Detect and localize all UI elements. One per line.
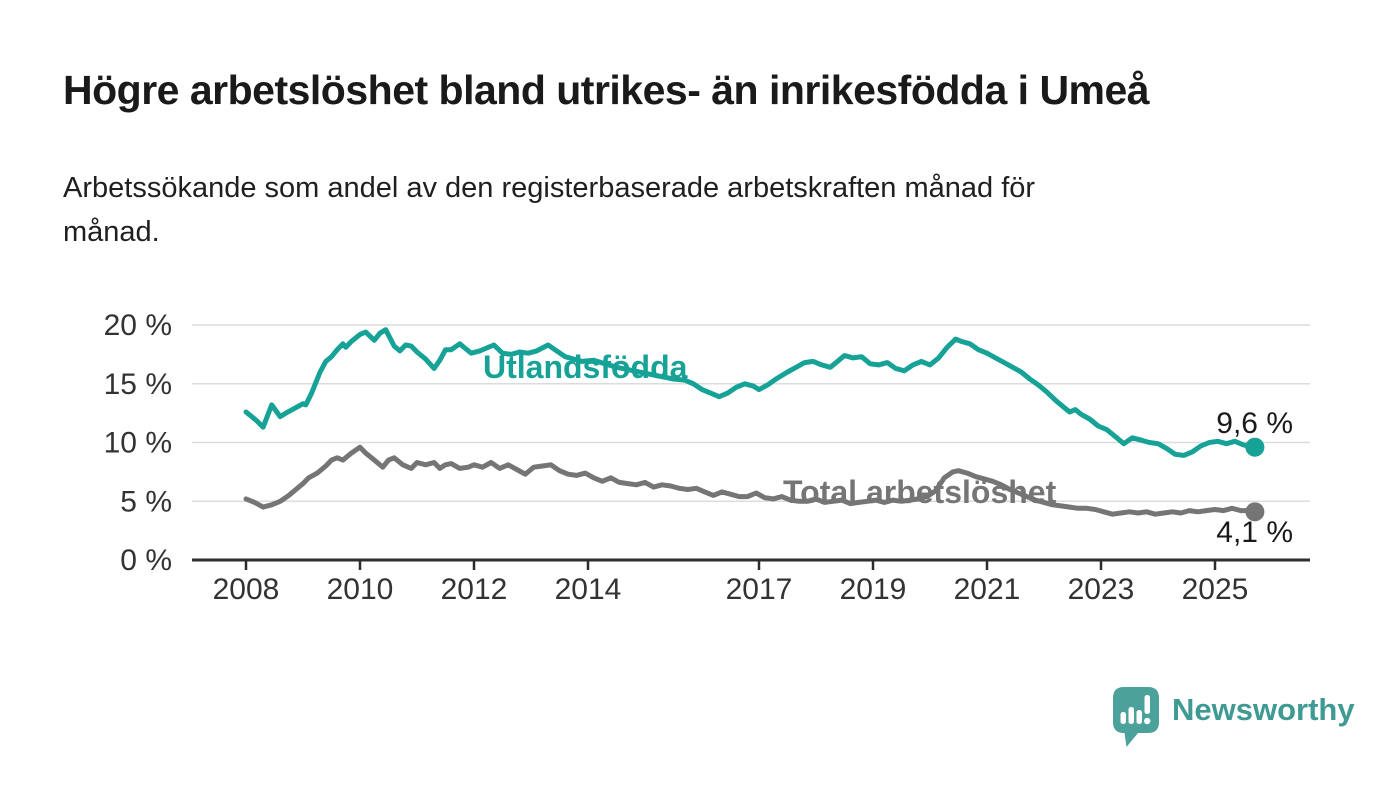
value-label-total-arbetsloshet: 4,1 % [1216, 516, 1293, 549]
series-line-utlandsfodda [243, 327, 1258, 458]
x-tick-label: 2019 [840, 573, 907, 606]
x-tick-label: 2023 [1068, 573, 1135, 606]
x-tick-label: 2008 [213, 573, 280, 606]
chart-subtitle-line-1: Arbetssökande som andel av den registerb… [63, 172, 1036, 204]
page-title: Högre arbetslöshet bland utrikes- än inr… [63, 67, 1150, 113]
series-line-total-arbetsloshet [243, 444, 1258, 517]
y-tick-label: 15 % [104, 368, 172, 401]
y-tick-label: 5 % [120, 485, 172, 518]
series-end-dot-utlandsfodda [1245, 437, 1265, 457]
x-tick-label: 2025 [1182, 573, 1249, 606]
line-chart: Utlandsfödda Total arbetslöshet 9,6 % 4,1 %… [104, 309, 1310, 606]
y-tick-label: 20 % [104, 309, 172, 342]
x-tick-label: 2012 [441, 573, 508, 606]
series-label-utlandsfodda: Utlandsfödda [483, 349, 688, 385]
x-tick-label: 2021 [954, 573, 1021, 606]
x-tick-label: 2010 [327, 573, 394, 606]
y-tick-label: 0 % [120, 544, 172, 577]
newsworthy-brand-name: Newsworthy [1172, 692, 1355, 727]
value-label-utlandsfodda: 9,6 % [1216, 407, 1293, 440]
series-label-total-arbetsloshet: Total arbetslöshet [783, 474, 1057, 510]
chart-subtitle: Arbetssökande som andel av den registerb… [63, 166, 1313, 254]
series-end-dot-total-arbetsloshet [1245, 502, 1265, 522]
x-tick-label: 2014 [555, 573, 622, 606]
y-tick-label: 10 % [104, 427, 172, 460]
newsworthy-logo-icon [1113, 687, 1159, 747]
x-tick-label: 2017 [726, 573, 793, 606]
newsworthy-logo: Newsworthy [1113, 687, 1355, 749]
chart-subtitle-line-2: månad. [63, 216, 160, 248]
